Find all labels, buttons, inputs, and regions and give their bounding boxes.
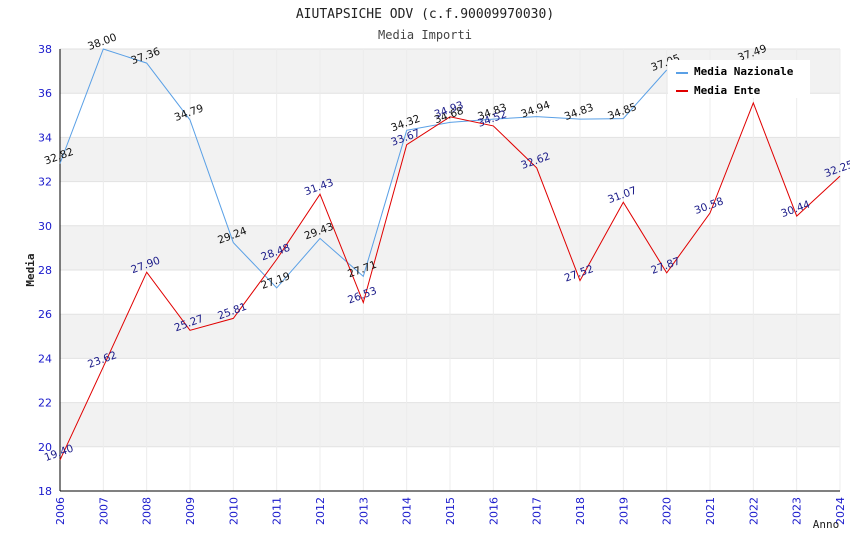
y-tick-24: 24: [38, 352, 52, 365]
x-axis-label: Anno: [813, 518, 840, 531]
x-tick-2007: 2007: [97, 497, 110, 525]
y-tick-32: 32: [38, 176, 52, 189]
legend-label-nazionale: Media Nazionale: [694, 65, 794, 78]
chart-title: AIUTAPSICHE ODV (c.f.90009970030): [296, 7, 554, 22]
x-tick-2018: 2018: [574, 497, 587, 525]
x-tick-2022: 2022: [747, 497, 760, 525]
legend-label-ente: Media Ente: [694, 84, 761, 97]
y-tick-22: 22: [38, 397, 52, 410]
series-lines: [59, 49, 841, 461]
chart-subtitle: Media Importi: [378, 28, 472, 42]
x-tick-2013: 2013: [357, 497, 370, 525]
y-tick-34: 34: [38, 131, 52, 144]
x-tick-2017: 2017: [531, 497, 544, 525]
x-tick-2010: 2010: [227, 497, 240, 525]
x-tick-2015: 2015: [444, 497, 457, 525]
x-tick-2009: 2009: [184, 497, 197, 525]
x-tick-labels: 2006 2007 2008 2009 2010 2011 2012 2013 2014 2015…: [54, 497, 847, 525]
x-tick-2024: 2024: [834, 497, 847, 525]
axes: [59, 49, 840, 492]
y-tick-38: 38: [38, 43, 52, 56]
y-tick-labels: 18 20 22 24 26 28 30 32 34 36 38: [38, 43, 52, 498]
x-tick-2023: 2023: [791, 497, 804, 525]
y-tick-26: 26: [38, 308, 52, 321]
y-tick-18: 18: [38, 485, 52, 498]
legend-box: [668, 60, 810, 98]
y-axis-label: Media: [24, 253, 37, 286]
x-tick-2021: 2021: [704, 497, 717, 525]
y-tick-20: 20: [38, 441, 52, 454]
x-tick-2006: 2006: [54, 497, 67, 525]
x-tick-2012: 2012: [314, 497, 327, 525]
y-tick-30: 30: [38, 220, 52, 233]
y-tick-28: 28: [38, 264, 52, 277]
y-tick-36: 36: [38, 87, 52, 100]
x-tick-2008: 2008: [141, 497, 154, 525]
x-tick-2016: 2016: [487, 497, 500, 525]
x-tick-2020: 2020: [661, 497, 674, 525]
x-tick-2011: 2011: [271, 497, 284, 525]
x-tick-2019: 2019: [617, 497, 630, 525]
series-line-1: [59, 101, 841, 461]
legend: Media Nazionale Media Ente: [668, 60, 810, 98]
x-tick-2014: 2014: [401, 497, 414, 525]
